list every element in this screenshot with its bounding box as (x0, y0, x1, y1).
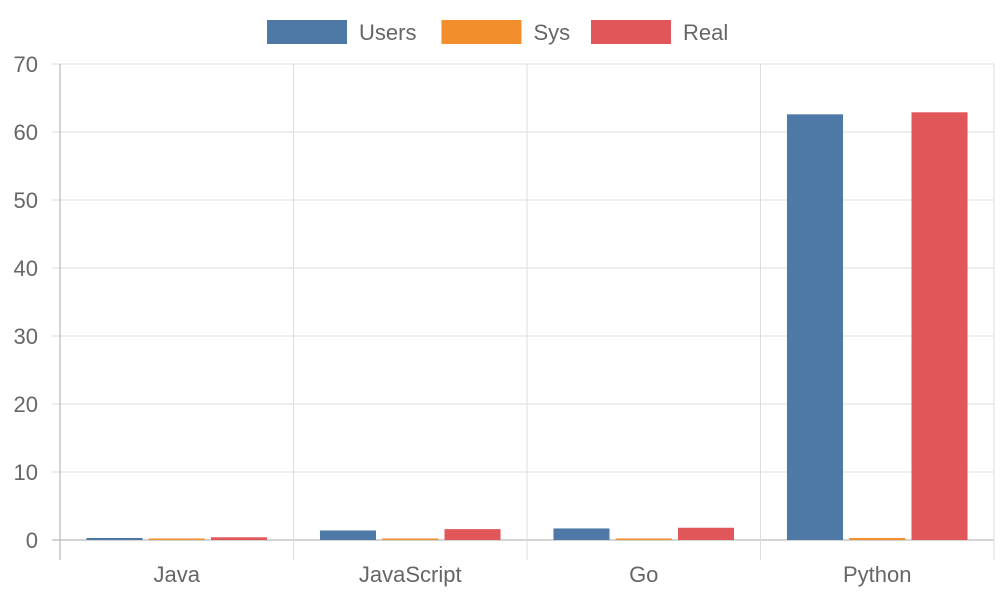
x-axis: Java JavaScript Go Python (154, 562, 912, 587)
x-tick-label: Python (843, 562, 912, 587)
bar-real-java (210, 537, 268, 540)
bar-users-go (553, 528, 610, 540)
bar-users-python (786, 114, 844, 540)
legend-swatch (267, 20, 347, 44)
bar-users-javascript (319, 530, 377, 540)
y-tick-label: 30 (14, 324, 38, 349)
legend-item-users[interactable]: Users (267, 20, 416, 45)
y-tick-label: 40 (14, 256, 38, 281)
x-tick-label: JavaScript (359, 562, 462, 587)
bar-real-python (911, 112, 968, 540)
y-tick-label: 60 (14, 120, 38, 145)
legend-label: Users (359, 20, 416, 45)
legend-label: Sys (534, 20, 571, 45)
bar-sys-javascript (382, 538, 439, 540)
legend-item-sys[interactable]: Sys (441, 20, 571, 45)
y-tick-label: 0 (26, 528, 38, 553)
x-tick-label: Java (154, 562, 201, 587)
x-tick-label: Go (629, 562, 658, 587)
bars (86, 112, 968, 540)
grid-lines (52, 63, 995, 560)
y-tick-label: 20 (14, 392, 38, 417)
legend-item-real[interactable]: Real (591, 20, 728, 45)
legend-label: Real (683, 20, 728, 45)
legend-swatch (441, 20, 522, 44)
y-tick-label: 10 (14, 460, 38, 485)
bar-real-go (677, 527, 735, 540)
legend: Users Sys Real (267, 20, 728, 45)
bar-sys-go (615, 538, 672, 540)
y-tick-label: 70 (14, 52, 38, 77)
bar-sys-python (849, 537, 906, 540)
bar-users-java (86, 537, 143, 540)
legend-swatch (591, 20, 671, 44)
bar-sys-java (148, 538, 205, 540)
bar-real-javascript (444, 529, 501, 540)
y-axis: 0 10 20 30 40 50 60 70 (14, 52, 61, 560)
y-tick-label: 50 (14, 188, 38, 213)
